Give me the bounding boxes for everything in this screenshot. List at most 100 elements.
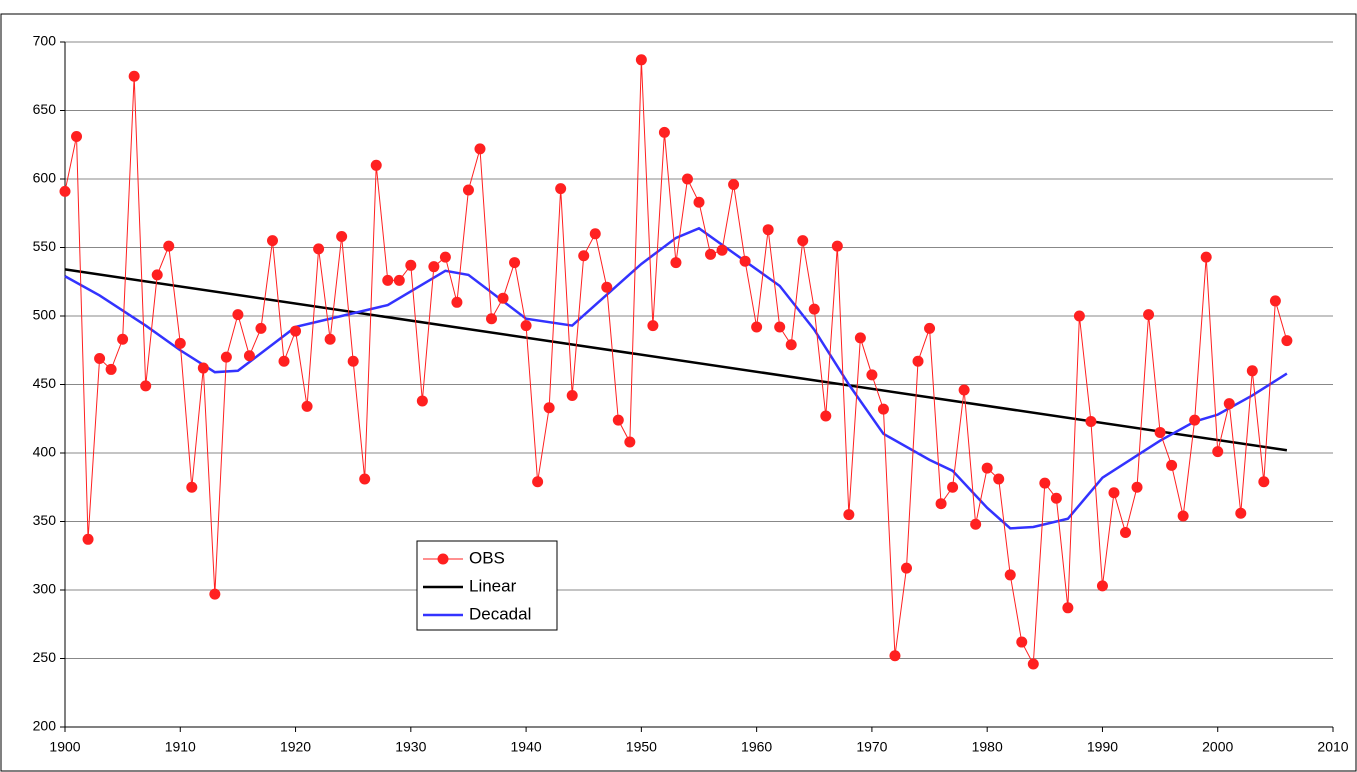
marker	[658, 126, 670, 138]
y-tick-label: 200	[33, 718, 57, 734]
marker	[232, 309, 244, 321]
marker	[370, 159, 382, 171]
marker	[209, 588, 221, 600]
marker	[716, 244, 728, 256]
marker	[981, 462, 993, 474]
y-tick-label: 500	[33, 307, 57, 323]
marker	[1154, 426, 1166, 438]
marker	[416, 395, 428, 407]
marker	[1235, 507, 1247, 519]
x-tick-label: 1960	[741, 739, 772, 755]
marker	[635, 54, 647, 66]
y-tick-label: 450	[33, 375, 57, 391]
marker	[739, 255, 751, 267]
marker	[59, 185, 71, 197]
marker	[255, 322, 267, 334]
x-tick-label: 1980	[972, 739, 1003, 755]
chart-border	[0, 13, 1357, 772]
marker	[128, 70, 140, 82]
marker	[543, 402, 555, 414]
y-tick-label: 250	[33, 649, 57, 665]
marker	[728, 178, 740, 190]
y-tick-label: 550	[33, 238, 57, 254]
marker	[532, 476, 544, 488]
marker	[1143, 309, 1155, 321]
marker	[94, 352, 106, 364]
marker	[1085, 415, 1097, 427]
marker	[393, 274, 405, 286]
marker	[924, 322, 936, 334]
marker	[705, 248, 717, 260]
y-tick-label: 600	[33, 170, 57, 186]
marker	[1212, 446, 1224, 458]
marker	[313, 243, 325, 255]
marker	[1027, 658, 1039, 670]
marker	[197, 362, 209, 374]
marker	[555, 183, 567, 195]
marker	[497, 292, 509, 304]
marker	[266, 235, 278, 247]
series-line	[64, 268, 1288, 452]
marker	[1131, 481, 1143, 493]
marker	[290, 325, 302, 337]
marker	[1269, 295, 1281, 307]
marker	[935, 498, 947, 510]
marker	[947, 481, 959, 493]
marker	[382, 274, 394, 286]
marker	[993, 473, 1005, 485]
marker	[1016, 636, 1028, 648]
legend-label: Decadal	[469, 604, 531, 623]
marker	[693, 196, 705, 208]
x-tick-label: 1920	[280, 739, 311, 755]
marker	[774, 321, 786, 333]
marker	[831, 240, 843, 252]
marker	[1246, 365, 1258, 377]
marker	[347, 355, 359, 367]
marker	[428, 261, 440, 273]
marker	[336, 231, 348, 243]
marker	[1120, 526, 1132, 538]
series-line	[64, 226, 1288, 530]
marker	[820, 410, 832, 422]
marker	[105, 363, 117, 375]
marker	[439, 251, 451, 263]
marker	[912, 355, 924, 367]
marker	[1223, 398, 1235, 410]
marker	[1258, 476, 1270, 488]
x-tick-label: 1950	[626, 739, 657, 755]
y-tick-label: 650	[33, 101, 57, 117]
legend: OBS Linear Decadal	[416, 540, 558, 631]
marker	[877, 403, 889, 415]
marker	[808, 303, 820, 315]
y-tick-label: 700	[33, 33, 57, 49]
y-tick-label: 300	[33, 581, 57, 597]
marker	[866, 369, 878, 381]
x-tick-label: 1940	[511, 739, 542, 755]
marker	[278, 355, 290, 367]
marker	[566, 389, 578, 401]
marker	[1200, 251, 1212, 263]
marker	[797, 235, 809, 247]
marker	[762, 224, 774, 236]
marker	[324, 333, 336, 345]
marker	[624, 436, 636, 448]
marker	[647, 320, 659, 332]
marker	[1039, 477, 1051, 489]
marker	[140, 380, 152, 392]
x-tick-label: 1910	[165, 739, 196, 755]
marker	[970, 518, 982, 530]
marker	[1050, 492, 1062, 504]
marker	[174, 337, 186, 349]
marker	[220, 351, 232, 363]
marker	[451, 296, 463, 308]
marker	[117, 333, 129, 345]
marker	[486, 313, 498, 325]
marker	[900, 562, 912, 574]
marker	[243, 350, 255, 362]
marker	[612, 414, 624, 426]
marker	[601, 281, 613, 293]
marker	[151, 269, 163, 281]
x-tick-label: 1900	[49, 739, 80, 755]
marker	[843, 509, 855, 521]
